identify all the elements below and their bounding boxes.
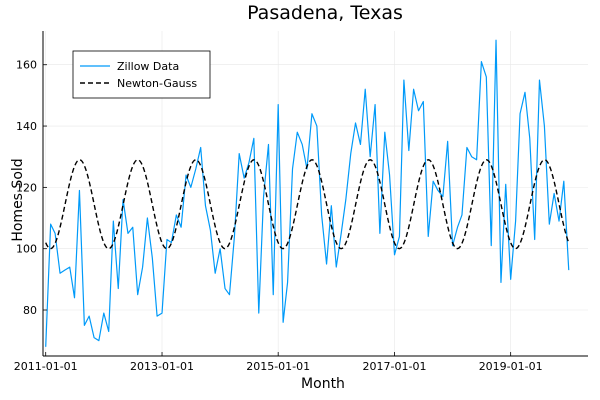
y-tick-label: 80 — [23, 304, 37, 317]
chart-title: Pasadena, Texas — [247, 2, 403, 24]
y-tick-label: 140 — [16, 120, 37, 133]
y-tick-label: 160 — [16, 59, 37, 72]
y-axis-label: Homes Sold — [10, 158, 26, 241]
x-tick-label: 2011-01-01 — [14, 360, 78, 373]
ticks: 2011-01-01 2013-01-01 2015-01-01 2017-01-01… — [14, 59, 543, 373]
x-tick-label: 2019-01-01 — [479, 360, 543, 373]
series-line-zillow-data — [45, 39, 570, 347]
series-line-newton-gauss — [45, 159, 570, 250]
grid — [43, 31, 588, 356]
axes — [42, 31, 588, 357]
legend-label-zillow-data: Zillow Data — [117, 60, 179, 73]
x-tick-label: 2017-01-01 — [363, 360, 427, 373]
y-tick-label: 100 — [16, 243, 37, 256]
legend-label-newton-gauss: Newton-Gauss — [117, 77, 197, 90]
series-layer — [45, 39, 570, 347]
y-tick-label: 120 — [16, 181, 37, 194]
x-tick-label: 2013-01-01 — [130, 360, 194, 373]
legend-box — [72, 50, 211, 99]
x-tick-label: 2015-01-01 — [246, 360, 310, 373]
legend: Zillow Data Newton-Gauss — [72, 50, 211, 99]
x-axis-label: Month — [301, 376, 345, 392]
